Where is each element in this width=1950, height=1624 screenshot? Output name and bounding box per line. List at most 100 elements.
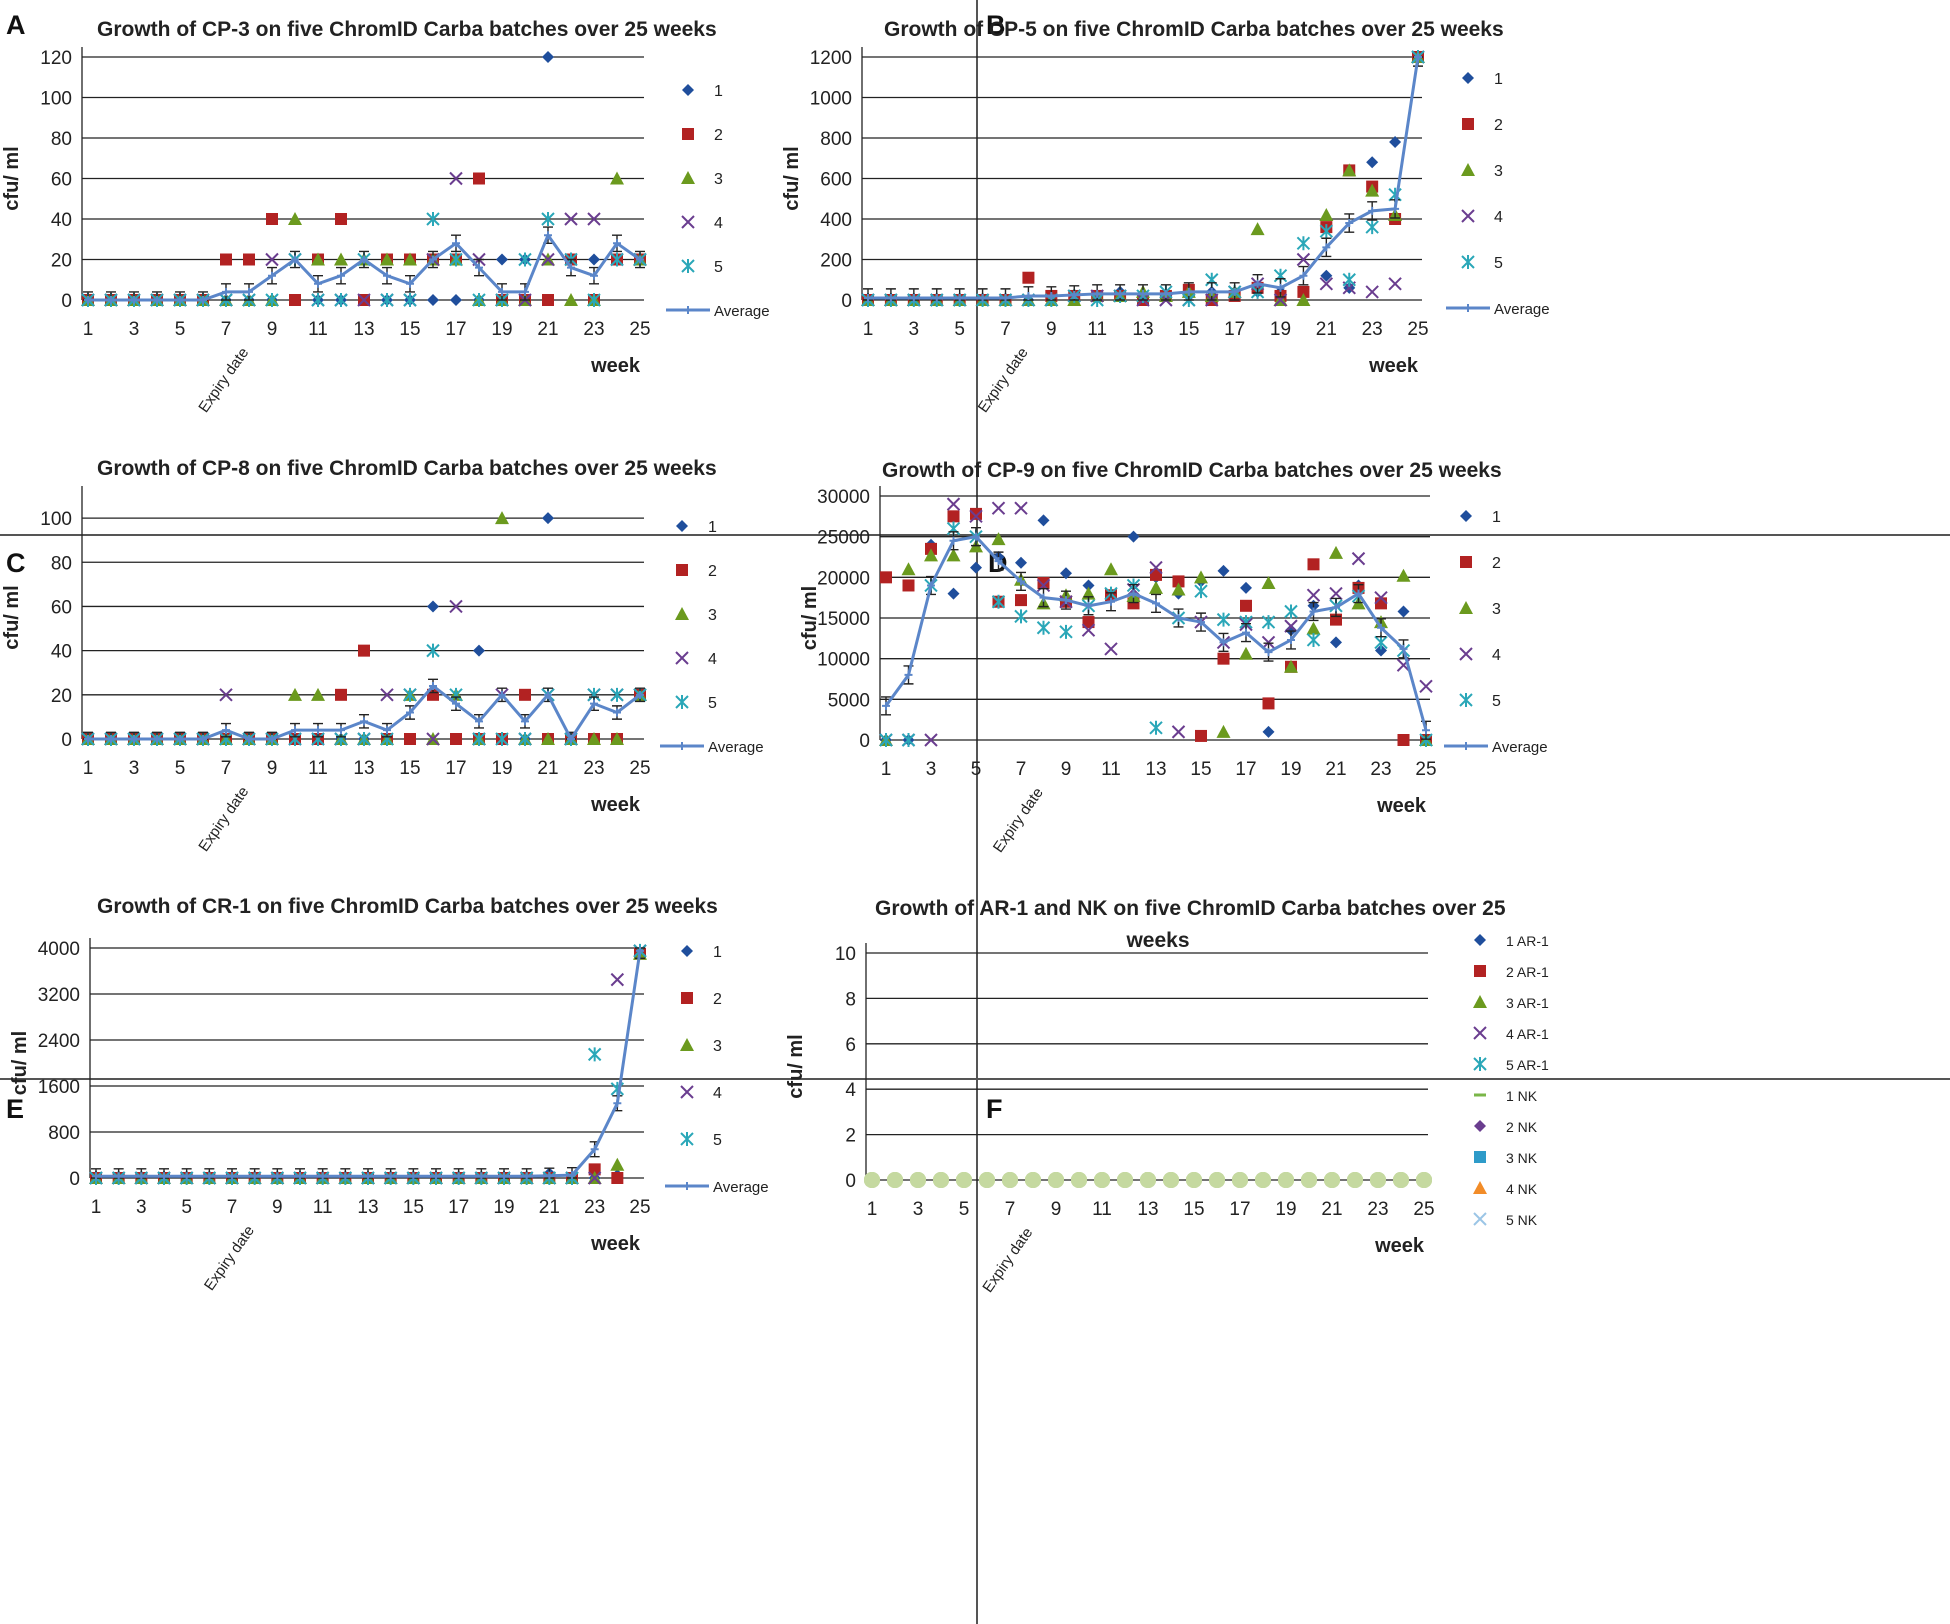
average-point (1377, 623, 1385, 632)
point (495, 732, 509, 746)
legend-label: 5 NK (1506, 1212, 1538, 1228)
y-tick-label: 20 (51, 251, 72, 272)
chart-title: Growth of CP-3 on five ChromID Carba bat… (97, 18, 717, 41)
point (1461, 209, 1475, 223)
point (380, 688, 394, 702)
point (564, 293, 578, 306)
average-point (360, 717, 368, 726)
point (1149, 720, 1163, 735)
x-tick-label: 19 (491, 758, 512, 779)
point (991, 594, 1006, 609)
x-tick-label: 23 (1367, 1199, 1388, 1220)
point (1347, 1172, 1363, 1188)
point (610, 972, 625, 987)
y-tick-label: 0 (69, 1169, 80, 1190)
average-point (1332, 603, 1340, 612)
x-tick-label: 23 (1370, 759, 1391, 780)
point (1459, 693, 1473, 707)
legend-label: 1 NK (1506, 1088, 1538, 1104)
average-point (1107, 597, 1115, 606)
legend-label: 5 (713, 1132, 722, 1149)
x-tick-label: 21 (1321, 1199, 1342, 1220)
point (518, 732, 532, 746)
point (675, 695, 689, 709)
average-point (521, 717, 529, 726)
average-point (130, 296, 138, 304)
point (610, 171, 624, 185)
point (610, 687, 624, 702)
average-point (245, 287, 253, 296)
x-tick-label: 21 (1325, 759, 1346, 780)
point (1324, 1172, 1340, 1188)
average-point (522, 1172, 531, 1181)
point (1022, 271, 1035, 284)
point (610, 732, 624, 745)
point (449, 599, 463, 614)
point (610, 252, 624, 267)
average-point (568, 1171, 576, 1180)
point (1375, 597, 1387, 610)
average-point (268, 735, 276, 743)
point (1320, 269, 1333, 282)
point (1216, 612, 1231, 627)
point (1172, 575, 1185, 588)
point (564, 212, 578, 226)
expiry-date-annotation: Expiry date (201, 1223, 258, 1294)
point (1474, 1120, 1486, 1132)
average-point (972, 532, 980, 541)
point (1307, 558, 1320, 571)
average-point (886, 293, 895, 302)
point (1217, 652, 1230, 665)
x-tick-label: 9 (267, 758, 278, 779)
point (1195, 729, 1207, 742)
y-tick-label: 0 (845, 1171, 856, 1192)
y-tick-label: 0 (61, 291, 72, 312)
point (427, 600, 439, 613)
point (1419, 679, 1433, 694)
x-tick-label: 11 (313, 1197, 333, 1218)
average-point (137, 1172, 146, 1181)
y-tick-label: 15000 (817, 609, 870, 630)
legend-label: 1 (1492, 509, 1501, 526)
x-tick-label: 11 (308, 758, 328, 779)
y-tick-label: 20000 (817, 568, 870, 589)
average-point (406, 708, 414, 717)
point (1025, 1172, 1041, 1188)
legend-label: 4 (713, 1085, 722, 1102)
x-axis-label: week (590, 1233, 641, 1255)
x-tick-label: 21 (539, 1197, 560, 1218)
expiry-date-annotation: Expiry date (990, 785, 1047, 856)
average-point (1084, 601, 1093, 610)
point (1217, 564, 1230, 577)
point (541, 252, 555, 267)
point (681, 259, 695, 273)
point (587, 1171, 602, 1185)
legend-marker (678, 742, 686, 750)
series-2 (82, 172, 646, 306)
point (450, 733, 462, 745)
average-point (107, 735, 115, 743)
point (682, 128, 694, 140)
x-tick-label: 3 (909, 319, 920, 340)
point (680, 1132, 694, 1146)
point (1461, 255, 1475, 269)
average-point (1093, 289, 1102, 298)
point (288, 687, 302, 701)
point (1015, 556, 1027, 569)
average-point (904, 670, 913, 679)
average-point (1139, 289, 1147, 298)
vertical-divider (976, 0, 978, 1624)
average-point (314, 726, 322, 735)
point (1329, 586, 1343, 601)
x-tick-label: 1 (83, 319, 94, 340)
average-point (864, 293, 872, 302)
chart-d: Growth of CP-9 on five ChromID Carba bat… (799, 459, 1548, 856)
average-point (1322, 243, 1331, 252)
point (1330, 636, 1342, 649)
x-tick-label: 13 (357, 1197, 378, 1218)
average-point (130, 735, 138, 743)
y-tick-label: 1200 (810, 48, 852, 69)
average-point (429, 255, 437, 264)
average-point (932, 293, 941, 302)
y-tick-label: 10 (835, 944, 856, 965)
